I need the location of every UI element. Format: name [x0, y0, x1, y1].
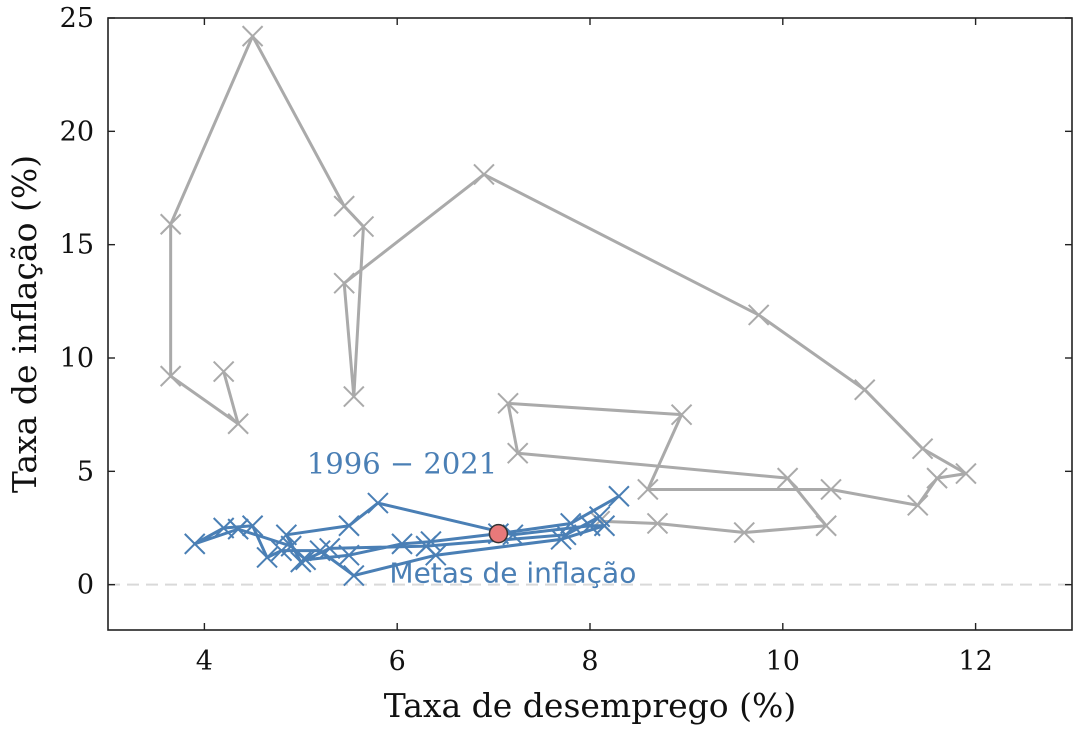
x-tick-label: 6 — [389, 646, 406, 677]
plot-frame — [107, 17, 1073, 631]
historical-point — [911, 437, 934, 460]
target-period-point — [555, 524, 577, 546]
target-period-point — [309, 539, 331, 562]
x-tick-label: 12 — [958, 646, 992, 677]
historical-point — [747, 304, 770, 326]
historical-point — [776, 467, 799, 489]
target-period-point — [256, 546, 278, 569]
historical-point — [820, 478, 842, 501]
target-period-point — [290, 551, 312, 573]
target-period-point — [367, 492, 389, 514]
historical-point — [670, 403, 693, 426]
y-tick-label: 0 — [77, 570, 94, 601]
historical-point — [241, 25, 264, 47]
target-period-point — [184, 533, 206, 555]
historical-point — [159, 213, 182, 235]
series-layer — [159, 25, 977, 587]
target-period-point — [241, 515, 264, 537]
period-annotation: 1996 − 2021 — [307, 447, 497, 481]
regime-annotation: Metas de inflação — [389, 556, 636, 589]
historical-point — [212, 360, 235, 383]
y-tick-label: 10 — [60, 343, 94, 374]
historical-point — [333, 195, 355, 217]
historical-point — [815, 515, 837, 537]
y-tick-label: 5 — [77, 456, 94, 487]
target-period-point — [560, 512, 582, 535]
target-period-point — [319, 537, 341, 560]
target-period-point — [343, 564, 365, 587]
x-tick-label: 4 — [196, 646, 213, 677]
historical-point — [497, 392, 519, 415]
highlight-point — [488, 523, 509, 544]
target-period-point — [391, 533, 413, 555]
target-period-point — [338, 544, 360, 566]
x-axis-label: Taxa de desemprego (%) — [384, 686, 796, 725]
y-tick-label: 25 — [60, 3, 94, 34]
target-period-point — [338, 515, 360, 537]
historical-point — [227, 413, 249, 435]
x-tick-label: 10 — [766, 646, 800, 677]
x-tick-label: 8 — [581, 646, 598, 677]
historical-point — [907, 494, 929, 517]
target-period-point — [588, 505, 611, 528]
target-period-point — [270, 539, 293, 562]
historical-point — [343, 385, 365, 408]
target-period-point — [415, 535, 437, 557]
historical-point — [926, 467, 948, 489]
historical-point — [733, 521, 755, 544]
historical-point — [159, 365, 182, 387]
y-tick-label: 15 — [60, 230, 94, 261]
historical-series-line — [169, 34, 968, 535]
historical-point — [646, 512, 669, 535]
historical-point — [473, 163, 495, 186]
axis-ticks: 4 6 8 10 12 0 5 10 15 20 25 — [60, 3, 1072, 677]
historical-point — [854, 379, 876, 401]
historical-point — [637, 478, 659, 501]
annotations: 1996 − 2021 Metas de inflação — [307, 447, 636, 590]
historical-point — [333, 272, 355, 294]
historical-point — [352, 215, 375, 238]
target-period-point — [275, 524, 298, 546]
historical-point — [955, 462, 977, 485]
plot-area — [107, 17, 1073, 631]
historical-point — [506, 442, 529, 464]
y-tick-label: 20 — [60, 116, 94, 147]
target-period-point — [212, 517, 235, 539]
target-period-point — [608, 485, 630, 507]
y-axis-label: Taxa de inflação (%) — [5, 155, 44, 493]
